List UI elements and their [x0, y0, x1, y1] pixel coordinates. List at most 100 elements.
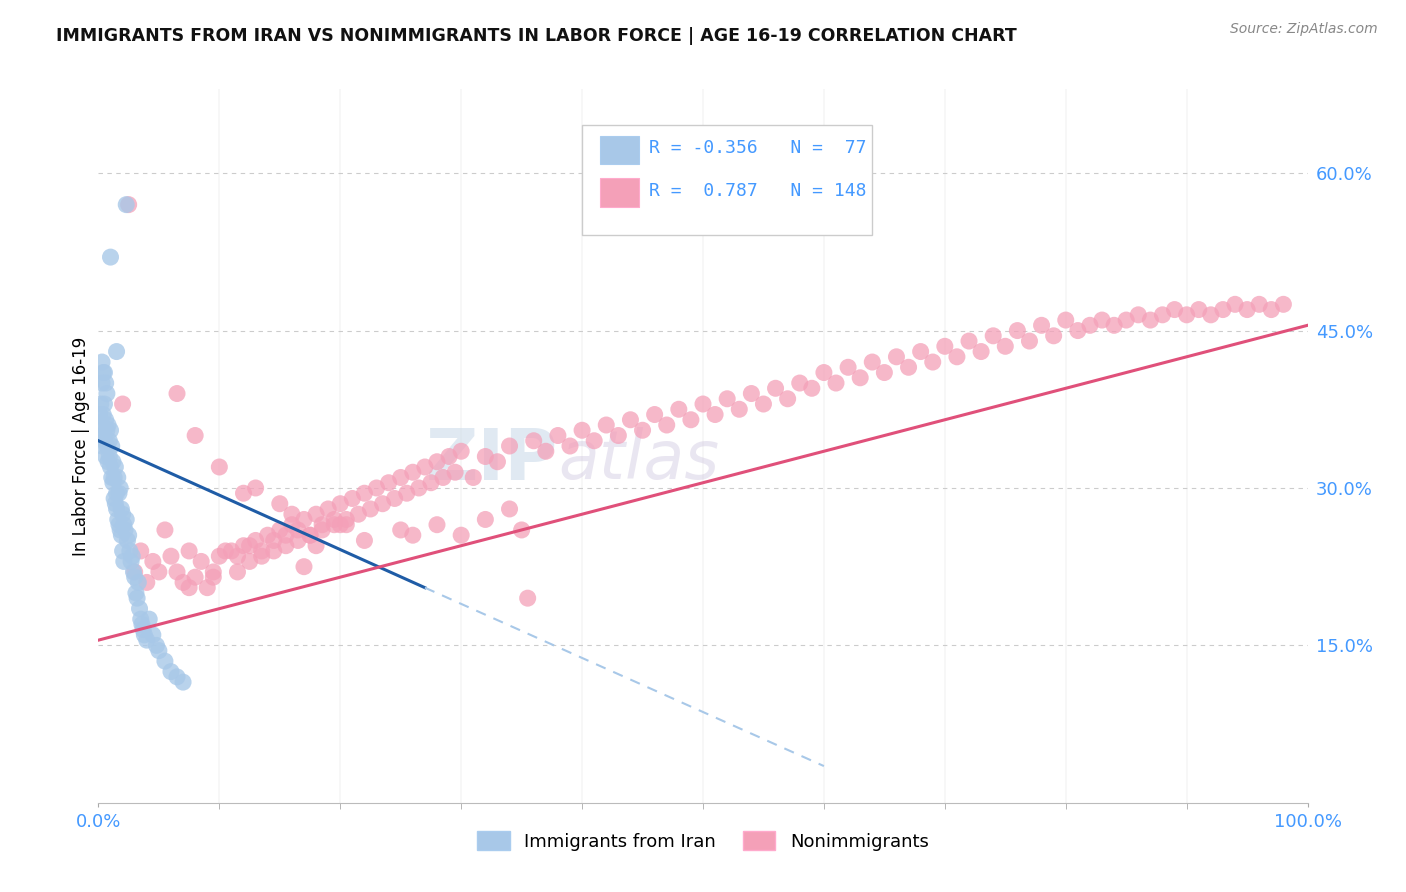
Point [384, 491, 406, 506]
Point [1175, 308, 1198, 322]
Point [994, 339, 1017, 353]
Point [96, 386, 118, 401]
Point [179, 544, 201, 558]
Point [96, 439, 118, 453]
Point [299, 528, 322, 542]
Point [463, 470, 485, 484]
Point [474, 450, 496, 464]
Point [124, 565, 146, 579]
Point [142, 554, 165, 568]
Point [94, 376, 117, 390]
Point [1078, 318, 1101, 333]
Point [1199, 308, 1222, 322]
Point [239, 554, 262, 568]
Point [115, 197, 138, 211]
Point [558, 439, 581, 453]
Point [408, 481, 430, 495]
Point [432, 470, 454, 484]
Point [311, 523, 333, 537]
Point [335, 512, 357, 526]
Point [437, 450, 460, 464]
Text: ZIP: ZIP [426, 425, 558, 495]
Point [97, 417, 120, 432]
Point [90, 423, 112, 437]
Point [353, 486, 375, 500]
Point [105, 502, 128, 516]
Point [655, 417, 678, 432]
Point [131, 617, 153, 632]
Text: IMMIGRANTS FROM IRAN VS NONIMMIGRANTS IN LABOR FORCE | AGE 16-19 CORRELATION CHA: IMMIGRANTS FROM IRAN VS NONIMMIGRANTS IN… [56, 27, 1017, 45]
Point [534, 444, 557, 458]
Point [100, 423, 122, 437]
FancyBboxPatch shape [600, 136, 638, 164]
Point [104, 460, 127, 475]
Point [108, 523, 131, 537]
Point [860, 355, 883, 369]
Point [250, 544, 273, 558]
Point [825, 376, 848, 390]
Point [523, 434, 546, 448]
Point [970, 344, 993, 359]
Point [107, 470, 129, 484]
Point [100, 439, 122, 453]
Point [402, 528, 425, 542]
Point [800, 381, 823, 395]
Point [335, 517, 357, 532]
Point [323, 517, 346, 532]
Point [208, 549, 231, 564]
Point [389, 523, 412, 537]
Point [1249, 297, 1271, 311]
Point [789, 376, 811, 390]
Point [166, 386, 188, 401]
Point [128, 601, 150, 615]
Point [172, 575, 194, 590]
Point [1128, 308, 1150, 322]
Point [897, 360, 920, 375]
Point [910, 344, 932, 359]
Point [1212, 302, 1234, 317]
Point [91, 417, 114, 432]
Point [607, 428, 630, 442]
Point [91, 428, 114, 442]
Point [292, 512, 315, 526]
Point [111, 544, 134, 558]
Point [91, 439, 114, 453]
Point [934, 339, 956, 353]
Point [498, 502, 520, 516]
Point [108, 486, 131, 500]
Point [486, 455, 509, 469]
Point [329, 497, 352, 511]
Point [121, 549, 143, 564]
Point [91, 366, 114, 380]
Point [1007, 324, 1029, 338]
Point [765, 381, 787, 395]
Point [287, 533, 309, 548]
Point [127, 575, 149, 590]
Text: R = -0.356   N =  77: R = -0.356 N = 77 [648, 139, 866, 157]
Point [96, 423, 118, 437]
Point [571, 423, 593, 437]
Point [114, 523, 136, 537]
Point [232, 539, 254, 553]
Y-axis label: In Labor Force | Age 16-19: In Labor Force | Age 16-19 [72, 336, 90, 556]
Point [91, 376, 114, 390]
Point [413, 460, 436, 475]
Point [110, 502, 132, 516]
Point [153, 654, 176, 668]
Point [837, 360, 859, 375]
Point [716, 392, 738, 406]
Point [115, 512, 138, 526]
Point [1236, 302, 1258, 317]
Point [371, 497, 394, 511]
Point [97, 455, 120, 469]
Point [214, 544, 236, 558]
Point [148, 643, 170, 657]
Point [444, 465, 467, 479]
Point [516, 591, 538, 606]
Point [281, 507, 304, 521]
Point [1091, 313, 1114, 327]
Point [1054, 313, 1077, 327]
Point [1260, 302, 1282, 317]
Legend: Immigrants from Iran, Nonimmigrants: Immigrants from Iran, Nonimmigrants [470, 824, 936, 858]
Point [619, 413, 641, 427]
